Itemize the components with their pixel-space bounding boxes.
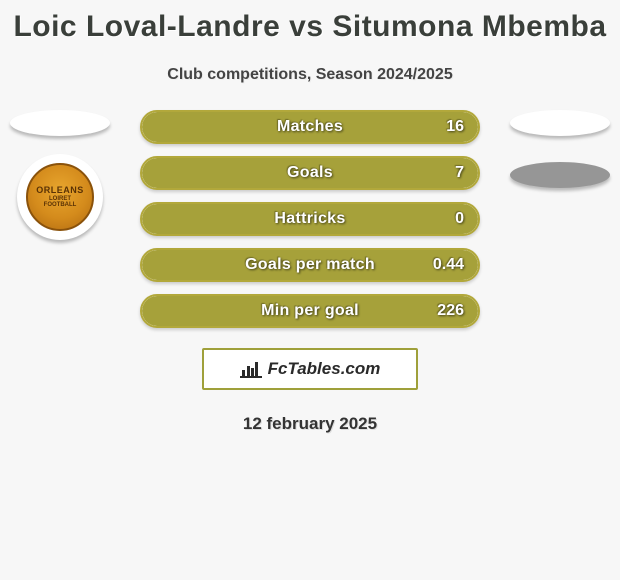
stat-bar: Matches16: [140, 110, 480, 144]
stat-bar-label: Hattricks: [142, 204, 478, 234]
brand-box[interactable]: FcTables.com: [202, 348, 418, 390]
club-badge-inner: ORLEANS LOIRET FOOTBALL: [26, 163, 94, 231]
stat-bar: Goals7: [140, 156, 480, 190]
player-oval-left: [10, 110, 110, 136]
stat-bar-label: Goals per match: [142, 250, 478, 280]
date-text: 12 february 2025: [0, 414, 620, 434]
stat-bar-value: 7: [455, 158, 464, 188]
club-badge: ORLEANS LOIRET FOOTBALL: [17, 154, 103, 240]
stat-bar-value: 226: [437, 296, 464, 326]
stat-bars: Matches16 Goals7 Hattricks0 Goals per match…: [140, 110, 480, 340]
page-root: Loic Loval-Landre vs Situmona Mbemba Clu…: [0, 0, 620, 580]
bar-chart-icon: [240, 360, 262, 378]
brand-text: FcTables.com: [268, 359, 381, 379]
stat-bar: Min per goal226: [140, 294, 480, 328]
right-column: [510, 110, 610, 188]
stat-bar-label: Matches: [142, 112, 478, 142]
page-title: Loic Loval-Landre vs Situmona Mbemba: [0, 0, 620, 44]
stat-bar: Hattricks0: [140, 202, 480, 236]
stat-bar-value: 0: [455, 204, 464, 234]
stat-bar: Goals per match0.44: [140, 248, 480, 282]
stat-bar-value: 0.44: [433, 250, 464, 280]
stat-bar-value: 16: [446, 112, 464, 142]
player-oval-right-1: [510, 110, 610, 136]
player-oval-right-2: [510, 162, 610, 188]
club-line1: ORLEANS: [36, 186, 84, 195]
content-area: ORLEANS LOIRET FOOTBALL Matches16 Goals7 H…: [0, 110, 620, 340]
left-column: ORLEANS LOIRET FOOTBALL: [10, 110, 110, 240]
stat-bar-label: Min per goal: [142, 296, 478, 326]
club-line3: FOOTBALL: [44, 202, 77, 208]
subtitle: Club competitions, Season 2024/2025: [0, 66, 620, 84]
stat-bar-label: Goals: [142, 158, 478, 188]
